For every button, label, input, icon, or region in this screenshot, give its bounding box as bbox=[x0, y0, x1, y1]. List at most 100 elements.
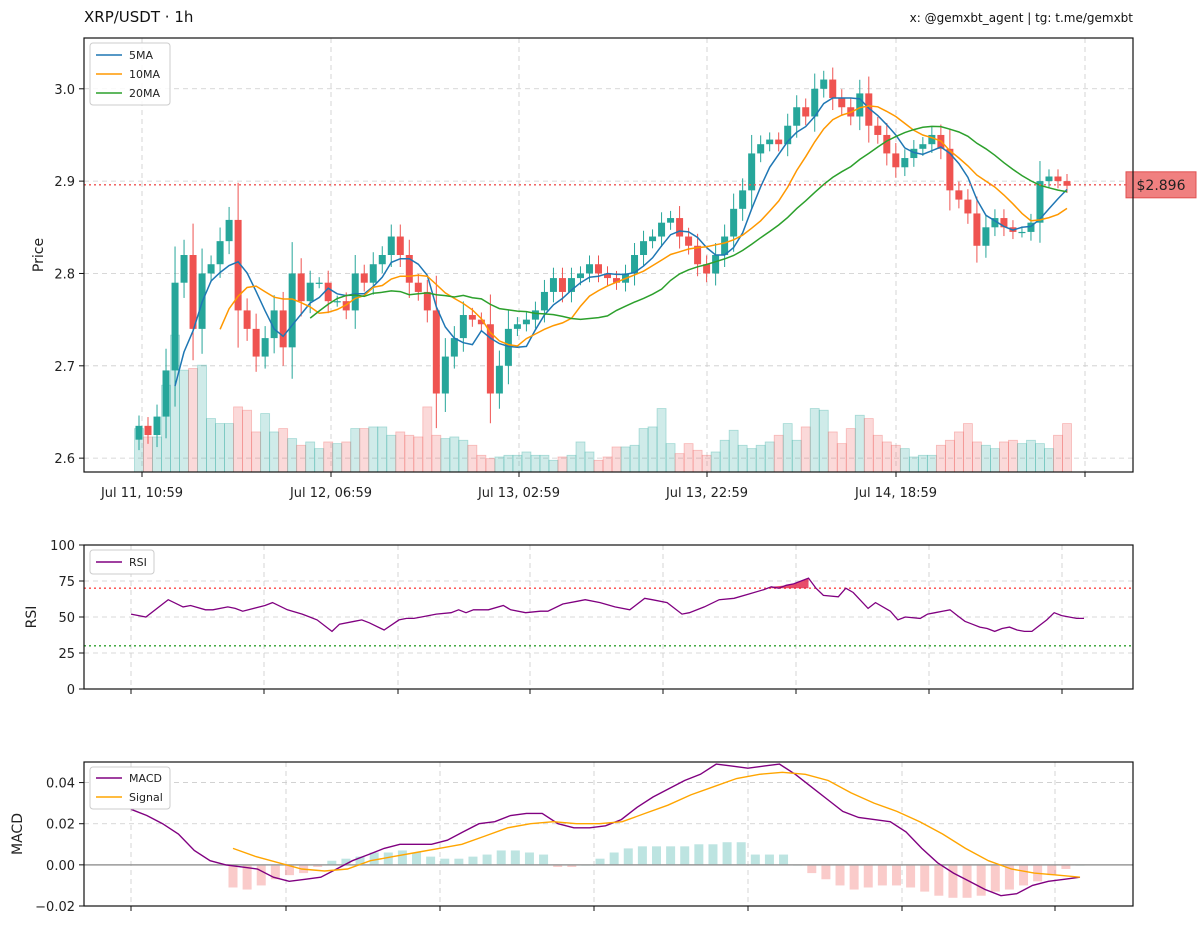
volume-bar bbox=[440, 438, 451, 473]
candle-body bbox=[892, 153, 900, 168]
macd-histogram-bar bbox=[1047, 864, 1057, 876]
macd-histogram-bar bbox=[807, 864, 817, 874]
volume-bar bbox=[458, 439, 469, 473]
y-tick-label: 0 bbox=[67, 683, 75, 698]
volume-bar bbox=[350, 428, 361, 473]
volume-bar bbox=[1035, 443, 1045, 473]
x-tick-label: Jul 12, 06:59 bbox=[289, 486, 372, 501]
candle-body bbox=[324, 282, 332, 302]
volume-bar bbox=[422, 406, 433, 473]
y-tick-label: 3.0 bbox=[54, 83, 75, 98]
candle-body bbox=[919, 144, 927, 149]
candle-body bbox=[874, 125, 882, 135]
macd-histogram-bar bbox=[383, 852, 393, 865]
candle-body bbox=[649, 236, 657, 242]
candle-body bbox=[1054, 176, 1062, 182]
candle-body bbox=[180, 255, 188, 283]
macd-histogram-bar bbox=[750, 854, 760, 865]
legend-label: MACD bbox=[129, 772, 162, 785]
macd-histogram-bar bbox=[934, 864, 944, 896]
candle-body bbox=[342, 301, 350, 311]
volume-bar bbox=[629, 444, 640, 473]
macd-histogram-bar bbox=[623, 848, 633, 865]
volume-bar bbox=[548, 459, 559, 473]
macd-histogram-bar bbox=[976, 864, 986, 896]
candle-body bbox=[522, 319, 530, 325]
volume-bar bbox=[404, 434, 415, 473]
volume-bar bbox=[188, 368, 198, 473]
volume-bar bbox=[665, 443, 676, 473]
candle-body bbox=[838, 98, 846, 108]
y-tick-label: 0.02 bbox=[46, 818, 75, 833]
volume-bar bbox=[557, 456, 568, 473]
chart-title: XRP/USDT · 1h bbox=[84, 8, 194, 26]
volume-bar bbox=[314, 448, 325, 473]
macd-histogram-bar bbox=[595, 858, 605, 865]
volume-bar bbox=[935, 444, 946, 473]
candle-body bbox=[901, 158, 909, 168]
candle-body bbox=[387, 236, 395, 255]
volume-bar bbox=[773, 434, 784, 473]
candle-body bbox=[1036, 181, 1044, 223]
macd-histogram-bar bbox=[736, 842, 746, 865]
candle-body bbox=[703, 264, 711, 274]
candle-body bbox=[225, 219, 233, 242]
y-tick-label: 0.04 bbox=[46, 777, 75, 792]
candle-body bbox=[631, 255, 639, 274]
macd-histogram-bar bbox=[524, 852, 534, 865]
candle-body bbox=[243, 310, 251, 329]
price-axis-label: Price bbox=[31, 238, 47, 272]
volume-bar bbox=[764, 441, 775, 473]
macd-histogram-bar bbox=[948, 864, 958, 898]
macd-histogram-bar bbox=[920, 864, 930, 892]
macd-histogram-bar bbox=[877, 864, 887, 886]
macd-histogram-bar bbox=[849, 864, 859, 890]
volume-bar bbox=[485, 458, 496, 473]
macd-histogram-bar bbox=[496, 850, 506, 865]
volume-bar bbox=[746, 448, 757, 473]
candle-body bbox=[811, 88, 819, 117]
signal-line bbox=[232, 771, 1081, 878]
volume-bar bbox=[413, 436, 424, 473]
candle-body bbox=[775, 139, 783, 145]
macd-histogram-bar bbox=[1061, 864, 1071, 869]
y-tick-label: 2.6 bbox=[54, 452, 75, 467]
volume-bar bbox=[566, 454, 577, 473]
current-price-label: $2.896 bbox=[1137, 178, 1186, 194]
volume-bar bbox=[575, 441, 586, 473]
macd-histogram-bar bbox=[440, 858, 450, 865]
candle-body bbox=[739, 190, 747, 209]
candle-body bbox=[1045, 176, 1053, 182]
candle-body bbox=[910, 148, 918, 159]
candle-body bbox=[558, 278, 566, 292]
macd-histogram-bar bbox=[990, 864, 1000, 892]
volume-bar bbox=[206, 418, 216, 473]
volume-bar bbox=[872, 434, 883, 473]
candle-body bbox=[414, 282, 422, 292]
macd-histogram-bar bbox=[539, 854, 549, 865]
volume-bar bbox=[1008, 439, 1018, 473]
volume-bar bbox=[431, 434, 442, 473]
volume-bar bbox=[602, 456, 613, 473]
candle-body bbox=[784, 125, 792, 145]
macd-histogram-bar bbox=[666, 846, 676, 865]
volume-bar bbox=[233, 406, 244, 473]
volume-bar bbox=[845, 428, 856, 473]
credit-text: x: @gemxbt_agent | tg: t.me/gemxbt bbox=[909, 11, 1133, 25]
macd-histogram-bar bbox=[341, 858, 351, 865]
candle-body bbox=[685, 236, 693, 246]
volume-bar bbox=[638, 428, 649, 473]
volume-bar bbox=[530, 454, 541, 473]
candle-body bbox=[333, 301, 341, 303]
candle-body bbox=[396, 236, 404, 255]
volume-bar bbox=[972, 441, 982, 473]
macd-panel-frame bbox=[83, 761, 1134, 907]
ma5-line bbox=[174, 97, 1068, 387]
volume-bar bbox=[197, 364, 207, 473]
volume-bar bbox=[755, 444, 766, 473]
y-tick-label: 0.00 bbox=[46, 859, 75, 874]
candle-body bbox=[513, 324, 521, 329]
macd-histogram-bar bbox=[722, 842, 732, 865]
price-legend bbox=[89, 42, 171, 106]
candle-body bbox=[261, 338, 269, 357]
